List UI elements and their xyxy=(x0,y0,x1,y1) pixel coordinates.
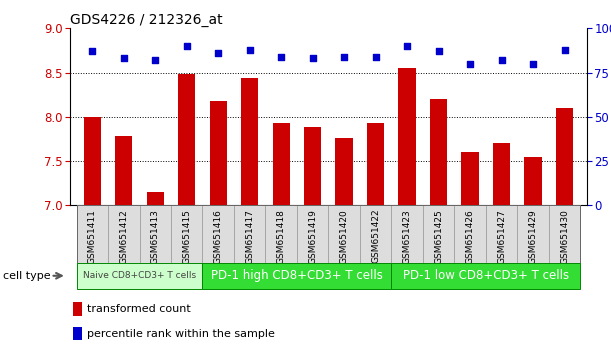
Text: GSM651427: GSM651427 xyxy=(497,209,506,264)
FancyBboxPatch shape xyxy=(518,205,549,264)
FancyBboxPatch shape xyxy=(108,205,139,264)
Point xyxy=(560,47,569,52)
Point xyxy=(371,54,381,59)
Bar xyxy=(147,192,164,205)
FancyBboxPatch shape xyxy=(139,205,171,264)
Bar xyxy=(556,108,573,205)
FancyBboxPatch shape xyxy=(76,263,202,289)
Bar xyxy=(335,138,353,205)
Text: GSM651423: GSM651423 xyxy=(403,209,412,264)
Text: GSM651425: GSM651425 xyxy=(434,209,443,264)
Text: PD-1 high CD8+CD3+ T cells: PD-1 high CD8+CD3+ T cells xyxy=(211,269,383,282)
Bar xyxy=(273,123,290,205)
Point xyxy=(245,47,255,52)
Point xyxy=(497,57,507,63)
Text: cell type: cell type xyxy=(3,271,51,281)
Text: GSM651418: GSM651418 xyxy=(277,209,286,264)
FancyBboxPatch shape xyxy=(202,263,392,289)
FancyBboxPatch shape xyxy=(265,205,297,264)
Point xyxy=(402,43,412,49)
FancyBboxPatch shape xyxy=(76,205,108,264)
Text: GSM651415: GSM651415 xyxy=(182,209,191,264)
Text: GSM651413: GSM651413 xyxy=(151,209,159,264)
Bar xyxy=(398,68,415,205)
FancyBboxPatch shape xyxy=(171,205,202,264)
FancyBboxPatch shape xyxy=(549,205,580,264)
Point xyxy=(213,50,223,56)
FancyBboxPatch shape xyxy=(360,205,392,264)
Text: GSM651419: GSM651419 xyxy=(308,209,317,264)
Text: percentile rank within the sample: percentile rank within the sample xyxy=(87,329,275,338)
Point xyxy=(434,48,444,54)
Text: GSM651422: GSM651422 xyxy=(371,209,380,263)
Text: GSM651412: GSM651412 xyxy=(119,209,128,264)
FancyBboxPatch shape xyxy=(392,205,423,264)
Bar xyxy=(115,136,133,205)
FancyBboxPatch shape xyxy=(329,205,360,264)
FancyBboxPatch shape xyxy=(423,205,455,264)
Bar xyxy=(367,123,384,205)
Point xyxy=(150,57,160,63)
Text: Naive CD8+CD3+ T cells: Naive CD8+CD3+ T cells xyxy=(83,271,196,280)
Text: GSM651411: GSM651411 xyxy=(88,209,97,264)
Point xyxy=(182,43,192,49)
FancyBboxPatch shape xyxy=(297,205,329,264)
Bar xyxy=(430,99,447,205)
Point xyxy=(119,56,129,61)
Text: GSM651426: GSM651426 xyxy=(466,209,475,264)
Point xyxy=(308,56,318,61)
Bar xyxy=(304,127,321,205)
FancyBboxPatch shape xyxy=(455,205,486,264)
Text: transformed count: transformed count xyxy=(87,304,191,314)
FancyBboxPatch shape xyxy=(234,205,265,264)
Bar xyxy=(524,157,542,205)
Point xyxy=(276,54,286,59)
Bar xyxy=(73,327,82,341)
Text: GDS4226 / 212326_at: GDS4226 / 212326_at xyxy=(70,13,223,27)
Bar xyxy=(210,101,227,205)
Bar xyxy=(461,152,479,205)
Point xyxy=(465,61,475,67)
Point xyxy=(528,61,538,67)
Text: GSM651429: GSM651429 xyxy=(529,209,538,264)
Point xyxy=(87,48,97,54)
Text: GSM651417: GSM651417 xyxy=(245,209,254,264)
FancyBboxPatch shape xyxy=(392,263,580,289)
Text: PD-1 low CD8+CD3+ T cells: PD-1 low CD8+CD3+ T cells xyxy=(403,269,569,282)
Bar xyxy=(241,78,258,205)
Bar xyxy=(178,74,196,205)
FancyBboxPatch shape xyxy=(486,205,518,264)
Text: GSM651430: GSM651430 xyxy=(560,209,569,264)
Text: GSM651416: GSM651416 xyxy=(214,209,223,264)
Bar xyxy=(493,143,510,205)
Text: GSM651420: GSM651420 xyxy=(340,209,349,264)
FancyBboxPatch shape xyxy=(202,205,234,264)
Point xyxy=(339,54,349,59)
Bar xyxy=(73,302,82,316)
Bar xyxy=(84,117,101,205)
